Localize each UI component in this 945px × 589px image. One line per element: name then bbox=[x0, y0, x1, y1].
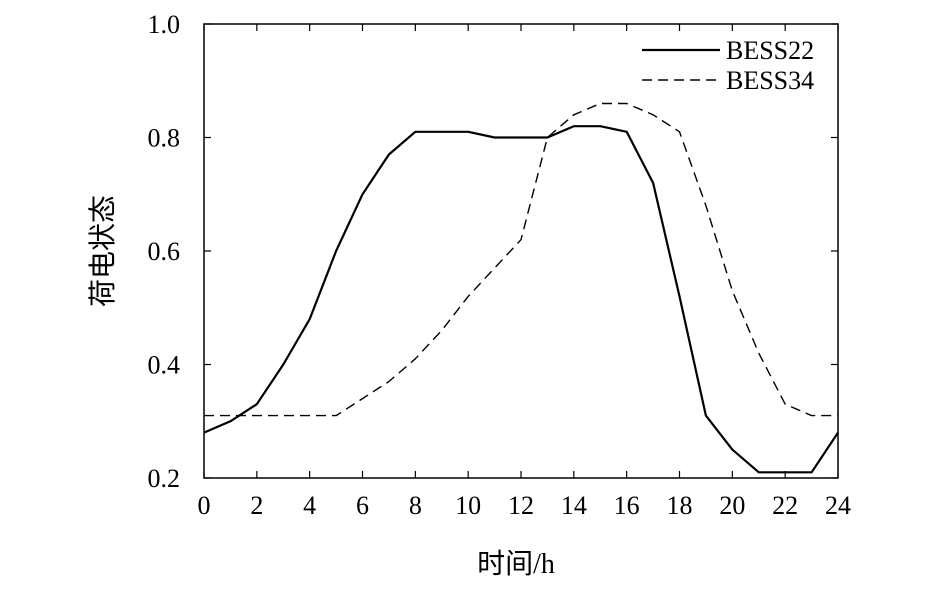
y-tick-label: 1.0 bbox=[148, 10, 181, 39]
x-tick-label: 0 bbox=[198, 491, 211, 520]
x-tick-label: 4 bbox=[303, 491, 316, 520]
y-tick-label: 0.8 bbox=[148, 124, 181, 153]
y-tick-label: 0.2 bbox=[148, 464, 181, 493]
x-tick-label: 6 bbox=[356, 491, 369, 520]
x-axis: 0 2 4 6 8 10 12 14 16 18 20 22 24 bbox=[198, 24, 851, 520]
x-tick-label: 24 bbox=[825, 491, 851, 520]
y-tick-label: 0.4 bbox=[148, 351, 181, 380]
x-tick-label: 18 bbox=[667, 491, 693, 520]
x-axis-title: 时间/h bbox=[477, 548, 555, 580]
x-tick-label: 14 bbox=[561, 491, 587, 520]
series-line-bess34 bbox=[204, 102, 838, 417]
x-tick-label: 22 bbox=[772, 491, 798, 520]
x-tick-label: 10 bbox=[455, 491, 481, 520]
x-tick-label: 8 bbox=[409, 491, 422, 520]
y-axis: 0.2 0.4 0.6 0.8 1.0 bbox=[148, 10, 838, 493]
x-tick-label: 16 bbox=[614, 491, 640, 520]
legend-label: BESS34 bbox=[726, 66, 814, 95]
series-layer bbox=[203, 102, 839, 474]
y-axis-title: 荷电状态 bbox=[87, 195, 119, 307]
x-tick-label: 2 bbox=[250, 491, 263, 520]
legend-label: BESS22 bbox=[726, 36, 814, 65]
y-tick-label: 0.6 bbox=[148, 237, 181, 266]
x-tick-label: 20 bbox=[719, 491, 745, 520]
x-tick-label: 12 bbox=[508, 491, 534, 520]
series-line-bess22 bbox=[203, 125, 839, 474]
